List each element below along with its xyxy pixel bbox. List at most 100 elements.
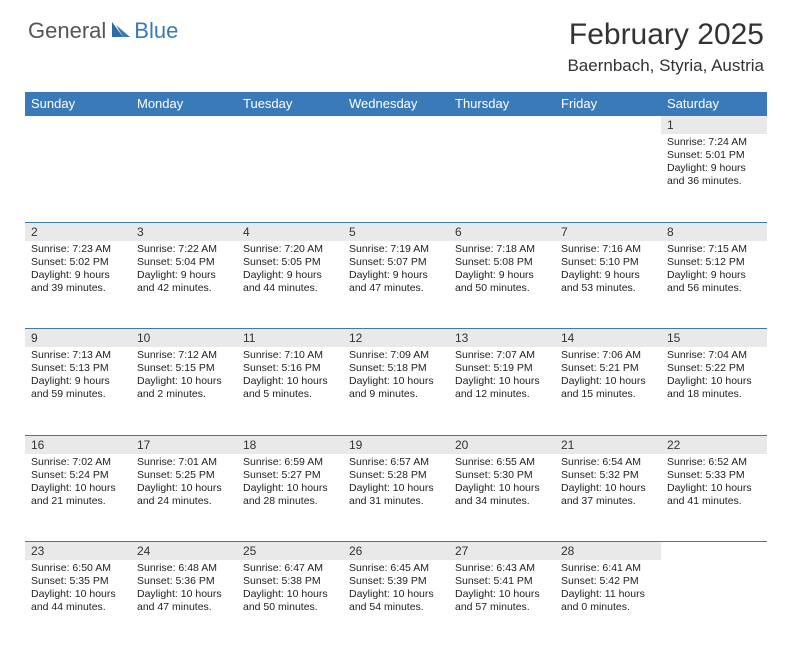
sunrise-line: Sunrise: 7:06 AM [561, 349, 655, 362]
day-number-cell: 6 [449, 222, 555, 241]
daylight-line: Daylight: 10 hours and 34 minutes. [455, 482, 549, 508]
sunset-line: Sunset: 5:07 PM [349, 256, 443, 269]
sunset-line: Sunset: 5:38 PM [243, 575, 337, 588]
day-number-cell: 23 [25, 542, 131, 561]
day-number-cell [237, 116, 343, 135]
day-number-cell: 17 [131, 435, 237, 454]
sunrise-line: Sunrise: 7:20 AM [243, 243, 337, 256]
weekday-header: Saturday [661, 92, 767, 116]
weekday-header: Sunday [25, 92, 131, 116]
day-cell: Sunrise: 7:18 AMSunset: 5:08 PMDaylight:… [449, 241, 555, 329]
sunrise-line: Sunrise: 6:57 AM [349, 456, 443, 469]
day-number: 9 [25, 329, 131, 347]
day-number-cell: 8 [661, 222, 767, 241]
day-number-cell: 4 [237, 222, 343, 241]
day-number [237, 116, 343, 120]
sunset-line: Sunset: 5:19 PM [455, 362, 549, 375]
day-cell: Sunrise: 6:48 AMSunset: 5:36 PMDaylight:… [131, 560, 237, 648]
sunset-line: Sunset: 5:24 PM [31, 469, 125, 482]
day-details: Sunrise: 6:52 AMSunset: 5:33 PMDaylight:… [661, 454, 767, 513]
day-details: Sunrise: 7:07 AMSunset: 5:19 PMDaylight:… [449, 347, 555, 406]
day-number: 18 [237, 436, 343, 454]
day-cell: Sunrise: 7:13 AMSunset: 5:13 PMDaylight:… [25, 347, 131, 435]
weekday-header: Friday [555, 92, 661, 116]
day-number: 6 [449, 223, 555, 241]
day-cell [25, 134, 131, 222]
daylight-line: Daylight: 10 hours and 2 minutes. [137, 375, 231, 401]
daylight-line: Daylight: 9 hours and 47 minutes. [349, 269, 443, 295]
day-details: Sunrise: 7:02 AMSunset: 5:24 PMDaylight:… [25, 454, 131, 513]
sunset-line: Sunset: 5:39 PM [349, 575, 443, 588]
daylight-line: Daylight: 10 hours and 24 minutes. [137, 482, 231, 508]
calendar-daynum-row: 16171819202122 [25, 435, 767, 454]
sunset-line: Sunset: 5:05 PM [243, 256, 337, 269]
sunset-line: Sunset: 5:15 PM [137, 362, 231, 375]
daylight-line: Daylight: 9 hours and 56 minutes. [667, 269, 761, 295]
day-number-cell: 11 [237, 329, 343, 348]
day-cell [661, 560, 767, 648]
day-details: Sunrise: 6:54 AMSunset: 5:32 PMDaylight:… [555, 454, 661, 513]
day-number-cell [131, 116, 237, 135]
day-number: 15 [661, 329, 767, 347]
daylight-line: Daylight: 10 hours and 47 minutes. [137, 588, 231, 614]
day-details: Sunrise: 7:15 AMSunset: 5:12 PMDaylight:… [661, 241, 767, 300]
day-number-cell [449, 116, 555, 135]
calendar-week-row: Sunrise: 7:24 AMSunset: 5:01 PMDaylight:… [25, 134, 767, 222]
month-title: February 2025 [567, 18, 764, 52]
brand-text-blue: Blue [134, 18, 178, 44]
sunrise-line: Sunrise: 7:12 AM [137, 349, 231, 362]
day-details: Sunrise: 7:12 AMSunset: 5:15 PMDaylight:… [131, 347, 237, 406]
daylight-line: Daylight: 10 hours and 31 minutes. [349, 482, 443, 508]
day-cell [555, 134, 661, 222]
day-cell: Sunrise: 6:41 AMSunset: 5:42 PMDaylight:… [555, 560, 661, 648]
day-number-cell [343, 116, 449, 135]
day-cell: Sunrise: 6:52 AMSunset: 5:33 PMDaylight:… [661, 454, 767, 542]
sunset-line: Sunset: 5:32 PM [561, 469, 655, 482]
sunset-line: Sunset: 5:42 PM [561, 575, 655, 588]
sunset-line: Sunset: 5:16 PM [243, 362, 337, 375]
day-details: Sunrise: 7:13 AMSunset: 5:13 PMDaylight:… [25, 347, 131, 406]
day-details: Sunrise: 7:24 AMSunset: 5:01 PMDaylight:… [661, 134, 767, 193]
day-number-cell: 25 [237, 542, 343, 561]
day-cell: Sunrise: 7:12 AMSunset: 5:15 PMDaylight:… [131, 347, 237, 435]
day-number-cell: 5 [343, 222, 449, 241]
day-number: 7 [555, 223, 661, 241]
daylight-line: Daylight: 9 hours and 44 minutes. [243, 269, 337, 295]
calendar-daynum-row: 2345678 [25, 222, 767, 241]
calendar-table: SundayMondayTuesdayWednesdayThursdayFrid… [25, 92, 767, 648]
day-cell: Sunrise: 7:06 AMSunset: 5:21 PMDaylight:… [555, 347, 661, 435]
day-cell: Sunrise: 7:09 AMSunset: 5:18 PMDaylight:… [343, 347, 449, 435]
day-number-cell: 10 [131, 329, 237, 348]
calendar-week-row: Sunrise: 7:13 AMSunset: 5:13 PMDaylight:… [25, 347, 767, 435]
day-number-cell: 28 [555, 542, 661, 561]
day-number-cell: 22 [661, 435, 767, 454]
day-number-cell: 21 [555, 435, 661, 454]
brand-text-general: General [28, 18, 106, 44]
daylight-line: Daylight: 9 hours and 42 minutes. [137, 269, 231, 295]
sunrise-line: Sunrise: 6:45 AM [349, 562, 443, 575]
sunset-line: Sunset: 5:30 PM [455, 469, 549, 482]
day-number-cell: 26 [343, 542, 449, 561]
day-details: Sunrise: 6:48 AMSunset: 5:36 PMDaylight:… [131, 560, 237, 619]
day-number-cell: 20 [449, 435, 555, 454]
title-block: February 2025 Baernbach, Styria, Austria [567, 18, 764, 76]
day-number: 17 [131, 436, 237, 454]
sunset-line: Sunset: 5:21 PM [561, 362, 655, 375]
day-cell: Sunrise: 6:57 AMSunset: 5:28 PMDaylight:… [343, 454, 449, 542]
day-number [25, 116, 131, 120]
day-cell: Sunrise: 7:07 AMSunset: 5:19 PMDaylight:… [449, 347, 555, 435]
day-cell: Sunrise: 7:16 AMSunset: 5:10 PMDaylight:… [555, 241, 661, 329]
day-details: Sunrise: 7:16 AMSunset: 5:10 PMDaylight:… [555, 241, 661, 300]
day-number: 11 [237, 329, 343, 347]
daylight-line: Daylight: 10 hours and 21 minutes. [31, 482, 125, 508]
sunrise-line: Sunrise: 7:16 AM [561, 243, 655, 256]
calendar-daynum-row: 232425262728 [25, 542, 767, 561]
calendar-week-row: Sunrise: 6:50 AMSunset: 5:35 PMDaylight:… [25, 560, 767, 648]
sunrise-line: Sunrise: 7:04 AM [667, 349, 761, 362]
day-number: 13 [449, 329, 555, 347]
day-number-cell: 16 [25, 435, 131, 454]
day-number-cell: 12 [343, 329, 449, 348]
day-number: 22 [661, 436, 767, 454]
day-cell: Sunrise: 6:54 AMSunset: 5:32 PMDaylight:… [555, 454, 661, 542]
daylight-line: Daylight: 11 hours and 0 minutes. [561, 588, 655, 614]
